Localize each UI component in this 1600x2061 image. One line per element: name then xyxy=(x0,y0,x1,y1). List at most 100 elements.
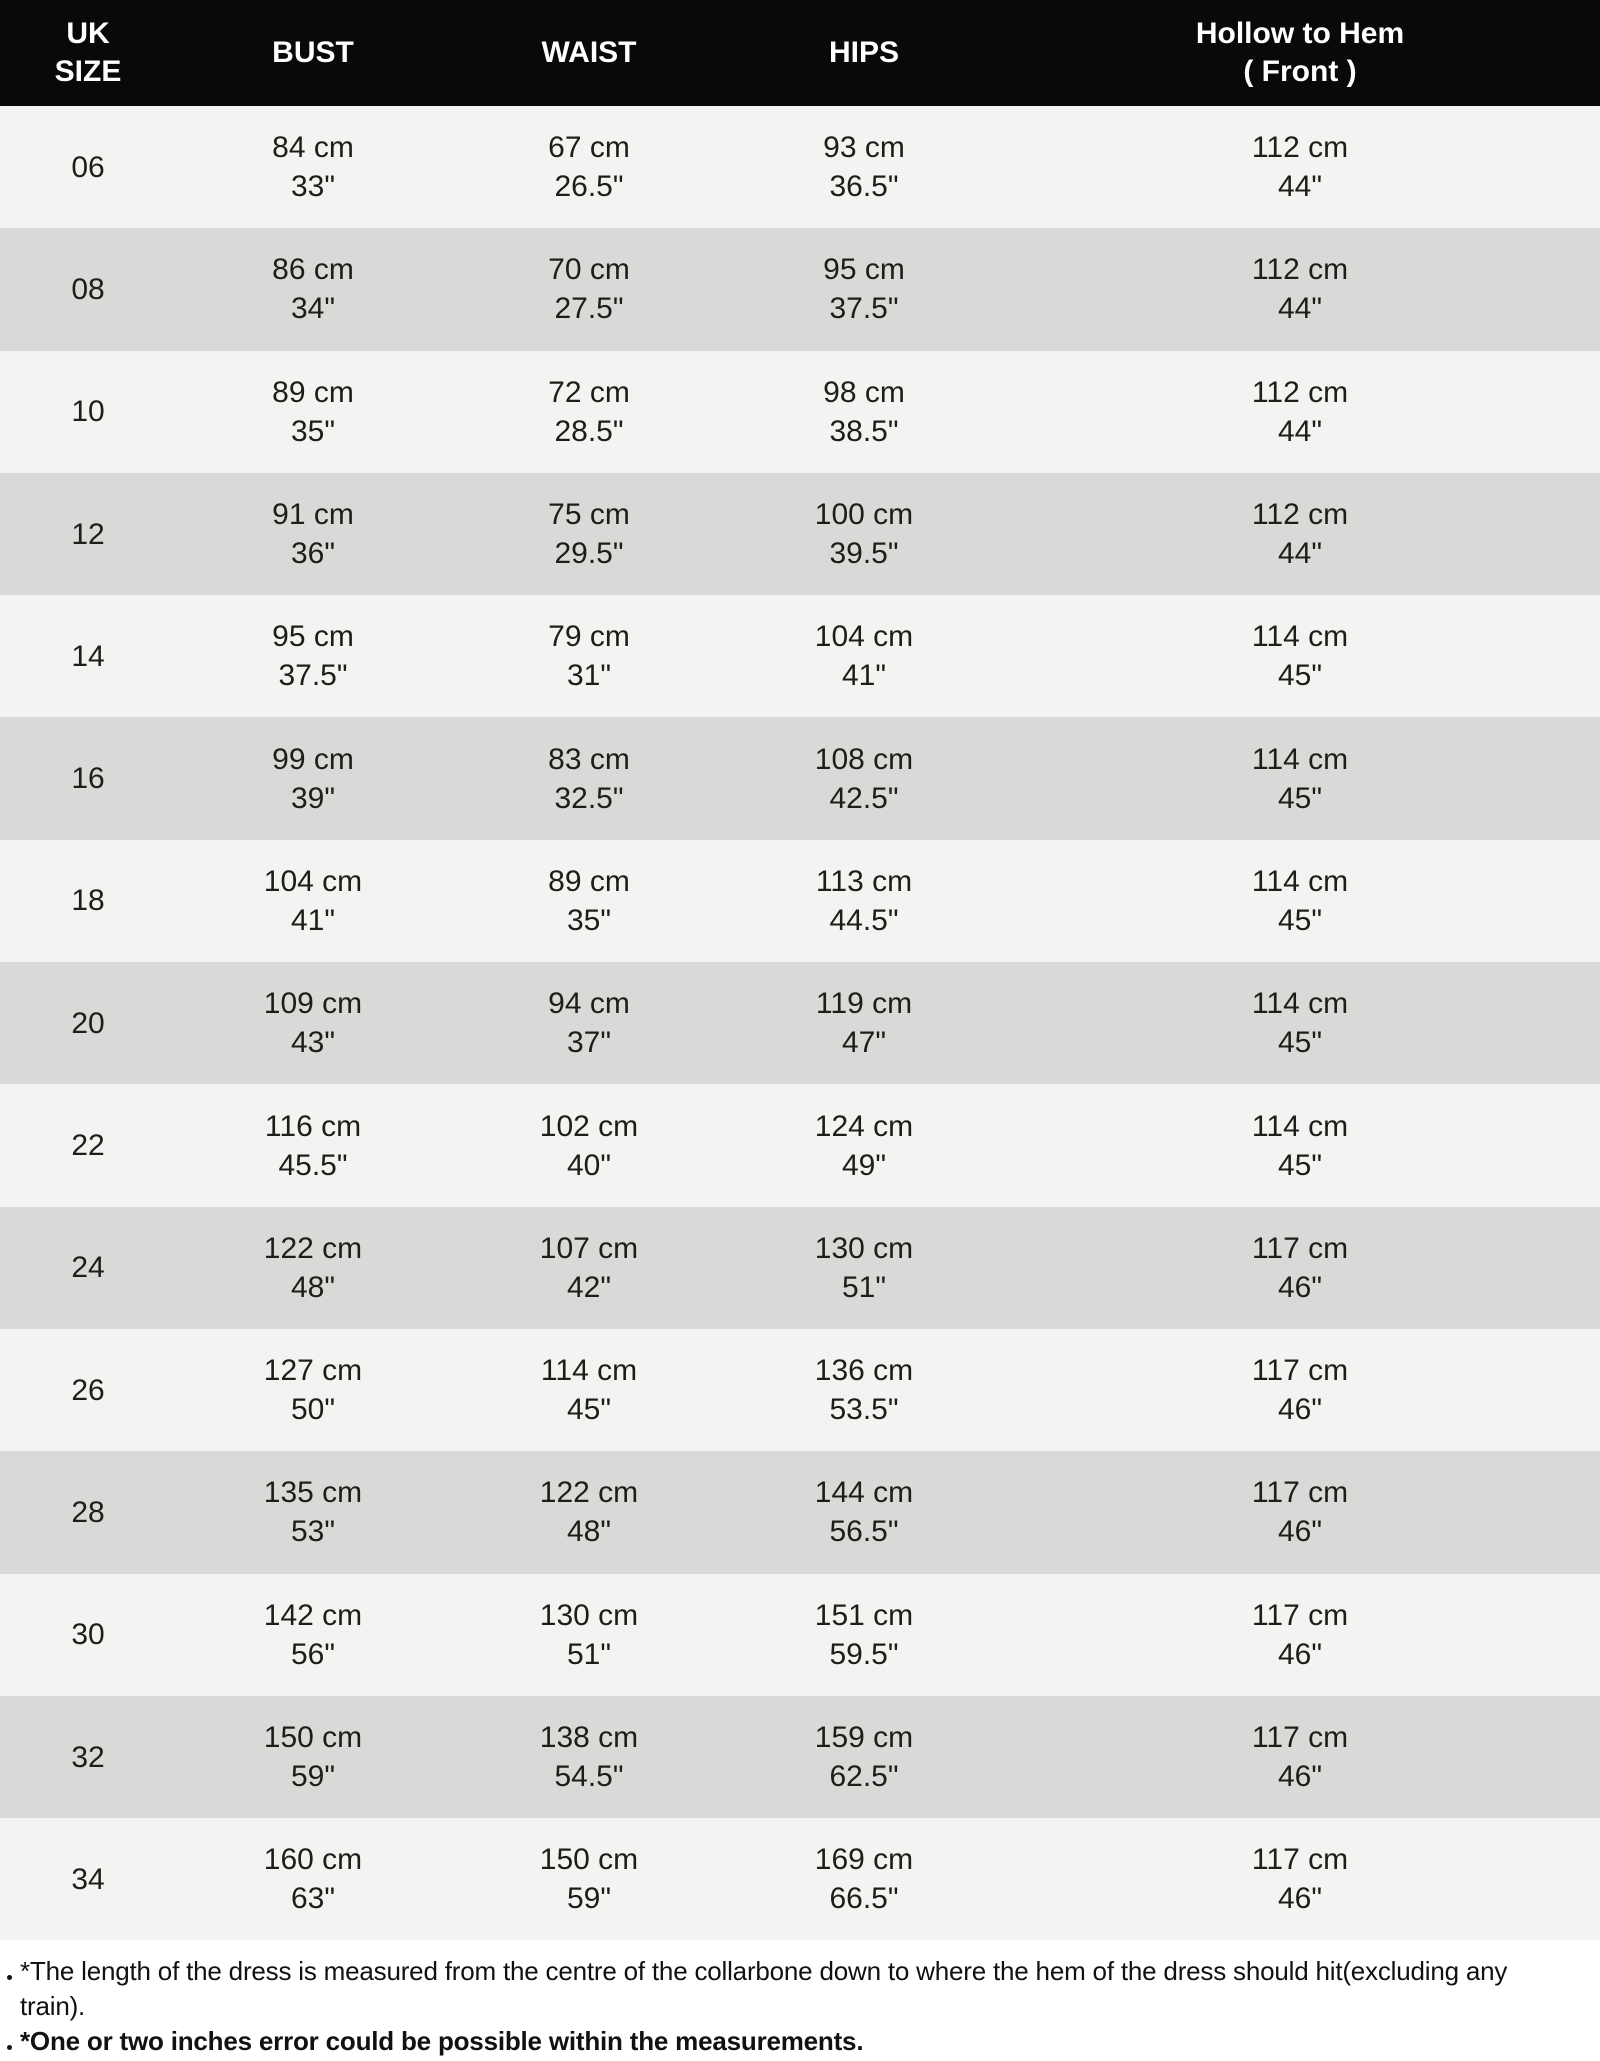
bust-cell: 84 cm 33" xyxy=(272,131,354,204)
column-header-hollow-to-hem: Hollow to Hem ( Front ) xyxy=(1000,0,1600,106)
notes-list: *The length of the dress is measured fro… xyxy=(0,1954,1600,2059)
hollow-cell: 112 cm 44" xyxy=(1251,498,1349,571)
table-row: 18 104 cm 41" 89 cm 35" 113 cm 44.5" 114 cm … xyxy=(0,839,1600,963)
bust-cell: 142 cm 56" xyxy=(263,1598,363,1671)
table-row: 16 99 cm 39" 83 cm 32.5" 108 cm 42.5" 114 cm… xyxy=(0,717,1600,840)
hollow-cell: 117 cm 46" xyxy=(1251,1721,1349,1793)
bust-cell: 122 cm 48" xyxy=(263,1231,363,1304)
header-row: UK SIZE BUST WAIST HIPS Hollow to Hem ( … xyxy=(0,0,1600,106)
hips-cell: 100 cm 39.5" xyxy=(814,498,914,571)
note-measurement-error: *One or two inches error could be possib… xyxy=(0,2024,1578,2059)
hollow-cell: 114 cm 45" xyxy=(1251,620,1349,693)
size-cell: 28 xyxy=(71,1495,105,1529)
size-cell: 16 xyxy=(71,762,105,796)
size-cell: 24 xyxy=(71,1251,105,1285)
hollow-cell: 112 cm 44" xyxy=(1251,375,1349,448)
hips-cell: 93 cm 36.5" xyxy=(823,131,905,204)
table-row: 08 86 cm 34" 70 cm 27.5" 95 cm 37.5" 112 cm … xyxy=(0,228,1600,351)
waist-cell: 130 cm 51" xyxy=(539,1598,639,1671)
hips-cell: 136 cm 53.5" xyxy=(814,1354,914,1427)
bust-cell: 127 cm 50" xyxy=(263,1354,363,1427)
size-cell: 10 xyxy=(71,395,105,429)
waist-cell: 114 cm 45" xyxy=(540,1354,638,1427)
hips-cell: 108 cm 42.5" xyxy=(814,742,914,815)
hollow-cell: 114 cm 45" xyxy=(1251,1109,1349,1182)
waist-cell: 122 cm 48" xyxy=(539,1476,639,1549)
hollow-cell: 117 cm 46" xyxy=(1251,1354,1349,1427)
table-row: 22 116 cm 45.5" 102 cm 40" 124 cm 49" 114 cm… xyxy=(0,1084,1600,1207)
table-row: 20 109 cm 43" 94 cm 37" 119 cm 47" 114 cm 45… xyxy=(0,962,1600,1085)
waist-cell: 70 cm 27.5" xyxy=(548,253,630,326)
hollow-cell: 114 cm 45" xyxy=(1251,864,1349,937)
waist-cell: 94 cm 37" xyxy=(548,987,630,1060)
table-row: 14 95 cm 37.5" 79 cm 31" 104 cm 41" 114 cm 4… xyxy=(0,595,1600,718)
waist-cell: 102 cm 40" xyxy=(539,1109,639,1182)
bust-cell: 104 cm 41" xyxy=(263,864,363,937)
size-cell: 14 xyxy=(71,639,105,673)
waist-cell: 89 cm 35" xyxy=(548,864,630,937)
size-cell: 32 xyxy=(71,1740,105,1774)
size-cell: 34 xyxy=(71,1862,105,1896)
table-row: 06 84 cm 33" 67 cm 26.5" 93 cm 36.5" 112 cm … xyxy=(0,106,1600,229)
size-cell: 18 xyxy=(71,884,105,918)
table-row: 32 150 cm 59" 138 cm 54.5" 159 cm 62.5" 117 … xyxy=(0,1695,1600,1819)
column-header-hips: HIPS xyxy=(728,0,1000,106)
hips-cell: 95 cm 37.5" xyxy=(823,253,905,326)
waist-cell: 72 cm 28.5" xyxy=(548,375,630,448)
table-row: 30 142 cm 56" 130 cm 51" 151 cm 59.5" 117 cm… xyxy=(0,1573,1600,1696)
note-dress-length: *The length of the dress is measured fro… xyxy=(0,1954,1578,2024)
hollow-cell: 117 cm 46" xyxy=(1251,1598,1349,1671)
bust-cell: 116 cm 45.5" xyxy=(264,1109,362,1182)
hips-cell: 119 cm 47" xyxy=(815,987,913,1060)
bust-cell: 160 cm 63" xyxy=(263,1843,363,1916)
bust-cell: 99 cm 39" xyxy=(272,742,354,815)
hollow-cell: 117 cm 46" xyxy=(1251,1231,1349,1304)
hips-cell: 144 cm 56.5" xyxy=(814,1476,914,1549)
column-header-waist: WAIST xyxy=(450,0,728,106)
bust-cell: 109 cm 43" xyxy=(263,987,363,1060)
hollow-cell: 117 cm 46" xyxy=(1251,1476,1349,1549)
waist-cell: 75 cm 29.5" xyxy=(548,498,630,571)
column-header-bust: BUST xyxy=(176,0,450,106)
table-row: 26 127 cm 50" 114 cm 45" 136 cm 53.5" 117 cm… xyxy=(0,1328,1600,1452)
waist-cell: 107 cm 42" xyxy=(539,1231,639,1304)
table-row: 12 91 cm 36" 75 cm 29.5" 100 cm 39.5" 112 cm… xyxy=(0,472,1600,596)
table-row: 28 135 cm 53" 122 cm 48" 144 cm 56.5" 117 cm… xyxy=(0,1451,1600,1574)
hips-cell: 124 cm 49" xyxy=(814,1109,914,1182)
bust-cell: 89 cm 35" xyxy=(272,375,354,448)
waist-cell: 79 cm 31" xyxy=(548,620,630,693)
bust-cell: 135 cm 53" xyxy=(263,1476,363,1549)
hollow-cell: 112 cm 44" xyxy=(1251,131,1349,204)
waist-cell: 67 cm 26.5" xyxy=(548,131,630,204)
bust-cell: 150 cm 59" xyxy=(263,1721,363,1793)
bust-cell: 91 cm 36" xyxy=(272,498,354,571)
size-table-body: 06 84 cm 33" 67 cm 26.5" 93 cm 36.5" 112 cm … xyxy=(0,106,1600,1941)
hips-cell: 104 cm 41" xyxy=(814,620,914,693)
hollow-cell: 117 cm 46" xyxy=(1251,1843,1349,1916)
table-row: 10 89 cm 35" 72 cm 28.5" 98 cm 38.5" 112 cm … xyxy=(0,350,1600,473)
table-row: 24 122 cm 48" 107 cm 42" 130 cm 51" 117 cm 4… xyxy=(0,1206,1600,1329)
size-cell: 30 xyxy=(71,1618,105,1652)
waist-cell: 83 cm 32.5" xyxy=(548,742,630,815)
size-cell: 12 xyxy=(71,517,105,551)
size-cell: 08 xyxy=(71,272,105,306)
hips-cell: 169 cm 66.5" xyxy=(814,1843,914,1916)
size-chart-header: UK SIZE BUST WAIST HIPS Hollow to Hem ( … xyxy=(0,0,1600,106)
table-row: 34 160 cm 63" 150 cm 59" 169 cm 66.5" 117 cm… xyxy=(0,1818,1600,1941)
column-header-uk-size: UK SIZE xyxy=(0,0,176,106)
size-cell: 26 xyxy=(71,1373,105,1407)
size-cell: 06 xyxy=(71,150,105,184)
hollow-cell: 112 cm 44" xyxy=(1251,253,1349,326)
hips-cell: 151 cm 59.5" xyxy=(814,1598,914,1671)
waist-cell: 138 cm 54.5" xyxy=(539,1721,639,1793)
hollow-cell: 114 cm 45" xyxy=(1251,742,1349,815)
hips-cell: 130 cm 51" xyxy=(814,1231,914,1304)
bust-cell: 95 cm 37.5" xyxy=(272,620,354,693)
hollow-cell: 114 cm 45" xyxy=(1251,987,1349,1060)
hips-cell: 98 cm 38.5" xyxy=(823,375,905,448)
size-chart-table: UK SIZE BUST WAIST HIPS Hollow to Hem ( … xyxy=(0,0,1600,1941)
hips-cell: 113 cm 44.5" xyxy=(815,864,913,937)
bust-cell: 86 cm 34" xyxy=(272,253,354,326)
size-cell: 22 xyxy=(71,1129,105,1163)
waist-cell: 150 cm 59" xyxy=(539,1843,639,1916)
